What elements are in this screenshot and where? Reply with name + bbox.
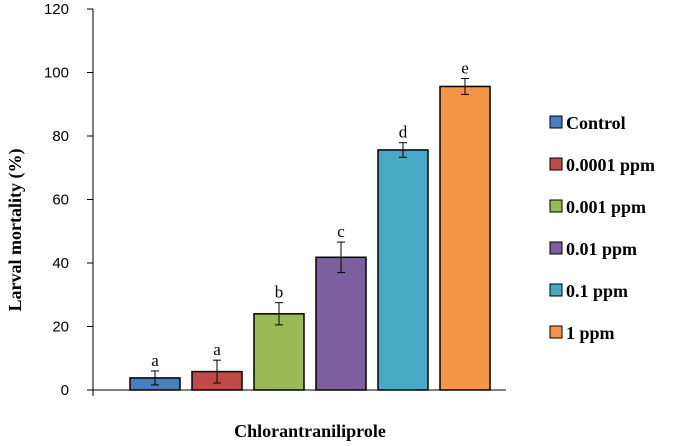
x-axis-title: Chlorantraniliprole: [234, 421, 386, 441]
legend-swatch: [549, 241, 563, 255]
significance-label: a: [151, 351, 159, 370]
significance-label: d: [399, 123, 408, 142]
legend-label: 0.0001 ppm: [566, 155, 655, 175]
y-tick-label: 40: [52, 255, 69, 272]
significance-label: c: [337, 222, 345, 241]
legend: Control 0.0001 ppm 0.001 ppm 0.01 ppm 0.1 pp…: [549, 113, 655, 343]
y-tick-label: 80: [52, 128, 69, 145]
bar: [315, 256, 367, 391]
legend-label: Control: [566, 113, 626, 133]
legend-swatch: [549, 115, 563, 129]
y-tick-label: 20: [52, 319, 69, 336]
bars: a a b c d e: [129, 59, 491, 391]
significance-label: e: [461, 59, 469, 78]
legend-label: 0.001 ppm: [566, 197, 646, 217]
bar: [253, 313, 305, 391]
legend-swatch: [549, 325, 563, 339]
y-tick-label: 0: [61, 382, 69, 399]
legend-swatch: [549, 283, 563, 297]
bar: [377, 149, 429, 391]
significance-label: b: [275, 283, 284, 302]
y-tick-label: 100: [44, 65, 69, 82]
legend-label: 1 ppm: [566, 323, 615, 343]
legend-label: 0.1 ppm: [566, 281, 628, 301]
y-tick-label: 120: [44, 1, 69, 18]
y-tick-label: 60: [52, 192, 69, 209]
legend-label: 0.01 ppm: [566, 239, 637, 259]
bar: [439, 85, 491, 391]
y-axis: 0 20 40 60 80 100 120: [44, 1, 506, 399]
significance-label: a: [213, 340, 221, 359]
y-axis-title: Larval mortality (%): [5, 149, 26, 312]
legend-swatch: [549, 199, 563, 213]
legend-swatch: [549, 157, 563, 171]
